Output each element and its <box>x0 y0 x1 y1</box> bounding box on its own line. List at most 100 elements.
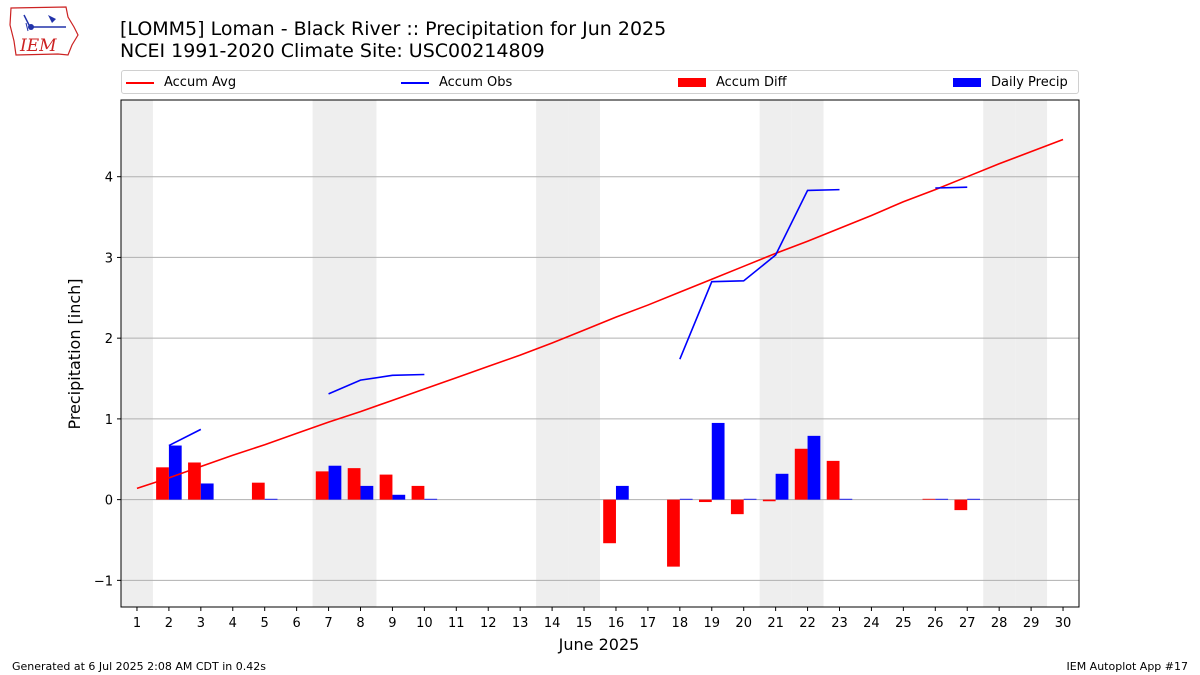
daily-precip-bar <box>935 498 949 500</box>
x-tick-label: 22 <box>799 616 816 631</box>
accum-diff-bar <box>251 482 265 500</box>
daily-precip-bar <box>360 485 374 500</box>
x-tick-label: 28 <box>991 616 1008 631</box>
legend-swatch-accum-diff <box>678 78 706 87</box>
legend-item-accum-obs: Accum Obs <box>401 75 512 91</box>
daily-precip-bar <box>392 494 406 500</box>
daily-precip-bar <box>807 435 821 500</box>
x-tick-label: 30 <box>1055 616 1072 631</box>
x-tick-label: 2 <box>165 616 173 631</box>
accum-obs-line <box>935 186 968 189</box>
weekend-band <box>121 100 153 607</box>
daily-precip-bar <box>967 498 981 500</box>
chart-subtitle: NCEI 1991-2020 Climate Site: USC00214809 <box>120 40 545 62</box>
weekend-band <box>983 100 1016 607</box>
footer-app-text: IEM Autoplot App #17 <box>1066 660 1189 673</box>
accum-diff-bar <box>667 499 680 567</box>
daily-precip-bar <box>775 473 789 500</box>
accum-diff-bar <box>762 499 776 502</box>
daily-precip-bar <box>743 498 757 500</box>
footer-generated-text: Generated at 6 Jul 2025 2:08 AM CDT in 0… <box>12 660 266 673</box>
x-tick-label: 11 <box>448 616 465 631</box>
x-tick-label: 7 <box>324 616 332 631</box>
chart-title: [LOMM5] Loman - Black River :: Precipita… <box>120 18 667 40</box>
accum-diff-bar <box>826 460 840 500</box>
weekend-band <box>312 100 345 607</box>
legend-item-accum-diff: Accum Diff <box>678 75 787 91</box>
x-tick-label: 15 <box>576 616 593 631</box>
x-tick-label: 1 <box>133 616 141 631</box>
weekend-band <box>759 100 792 607</box>
svg-text:IEM: IEM <box>19 36 57 56</box>
accum-avg-line <box>136 138 1064 490</box>
x-tick-label: 3 <box>197 616 205 631</box>
x-tick-label: 26 <box>927 616 944 631</box>
x-tick-label: 17 <box>640 616 657 631</box>
x-tick-label: 8 <box>356 616 364 631</box>
daily-precip-bar <box>168 445 182 500</box>
x-tick-label: 14 <box>544 616 561 631</box>
y-tick-label: 1 <box>105 413 113 428</box>
x-tick-label: 5 <box>261 616 269 631</box>
accum-diff-bar <box>794 448 808 500</box>
x-tick-label: 25 <box>895 616 912 631</box>
x-tick-label: 21 <box>767 616 784 631</box>
x-tick-label: 24 <box>863 616 880 631</box>
accum-diff-bar <box>411 485 425 500</box>
accum-diff-bar <box>315 471 329 500</box>
weekend-band <box>344 100 377 607</box>
daily-precip-bar <box>615 485 629 500</box>
accum-diff-bar <box>379 474 393 500</box>
accum-diff-bar <box>954 499 968 511</box>
x-tick-label: 23 <box>831 616 848 631</box>
y-tick-label: 3 <box>105 251 113 266</box>
daily-precip-bar <box>424 498 438 500</box>
x-tick-label: 9 <box>388 616 396 631</box>
legend-item-daily-precip: Daily Precip <box>953 75 1068 91</box>
weekend-band <box>536 100 569 607</box>
y-tick-label: 2 <box>105 332 113 347</box>
weekend-band <box>1015 100 1048 607</box>
weekend-band <box>568 100 600 607</box>
legend-item-accum-avg: Accum Avg <box>126 75 236 91</box>
x-tick-label: 27 <box>959 616 976 631</box>
accum-diff-bar <box>730 499 744 515</box>
accum-diff-bar <box>188 462 201 500</box>
daily-precip-bar <box>264 498 278 500</box>
daily-precip-bar <box>679 498 693 500</box>
legend-swatch-daily-precip <box>953 78 981 87</box>
x-tick-label: 29 <box>1023 616 1040 631</box>
legend-label-accum-avg: Accum Avg <box>164 75 237 90</box>
y-tick-label: 0 <box>105 494 113 509</box>
accum-diff-bar <box>698 499 712 503</box>
weekend-shading <box>121 100 1048 607</box>
y-axis-label: Precipitation [inch] <box>65 278 84 429</box>
legend-swatch-accum-avg <box>126 81 154 84</box>
daily-precip-bar <box>328 465 342 500</box>
bar-series <box>156 422 981 567</box>
weekend-band <box>791 100 824 607</box>
accum-diff-bar <box>156 467 169 500</box>
x-tick-label: 19 <box>703 616 720 631</box>
accum-obs-line <box>328 373 425 395</box>
x-tick-label: 13 <box>512 616 529 631</box>
line-series <box>136 138 1064 490</box>
x-tick-label: 18 <box>672 616 689 631</box>
iem-logo-icon: IEM <box>8 5 80 59</box>
x-tick-label: 10 <box>416 616 433 631</box>
accum-obs-line <box>168 428 202 447</box>
x-tick-label: 6 <box>292 616 300 631</box>
accum-diff-bar <box>347 468 361 500</box>
y-tick-label: 4 <box>105 171 113 186</box>
legend-swatch-accum-obs <box>401 81 429 84</box>
x-axis-label: June 2025 <box>558 635 640 654</box>
accum-obs-line <box>679 188 840 360</box>
y-tick-label: −1 <box>94 574 113 589</box>
legend-label-accum-diff: Accum Diff <box>716 75 787 90</box>
x-tick-label: 16 <box>608 616 625 631</box>
legend-label-accum-obs: Accum Obs <box>439 75 513 90</box>
chart-legend: Accum Avg Accum Obs Accum Diff Daily Pre… <box>121 70 1079 94</box>
daily-precip-bar <box>200 483 214 500</box>
daily-precip-bar <box>711 422 725 500</box>
x-tick-label: 20 <box>735 616 752 631</box>
